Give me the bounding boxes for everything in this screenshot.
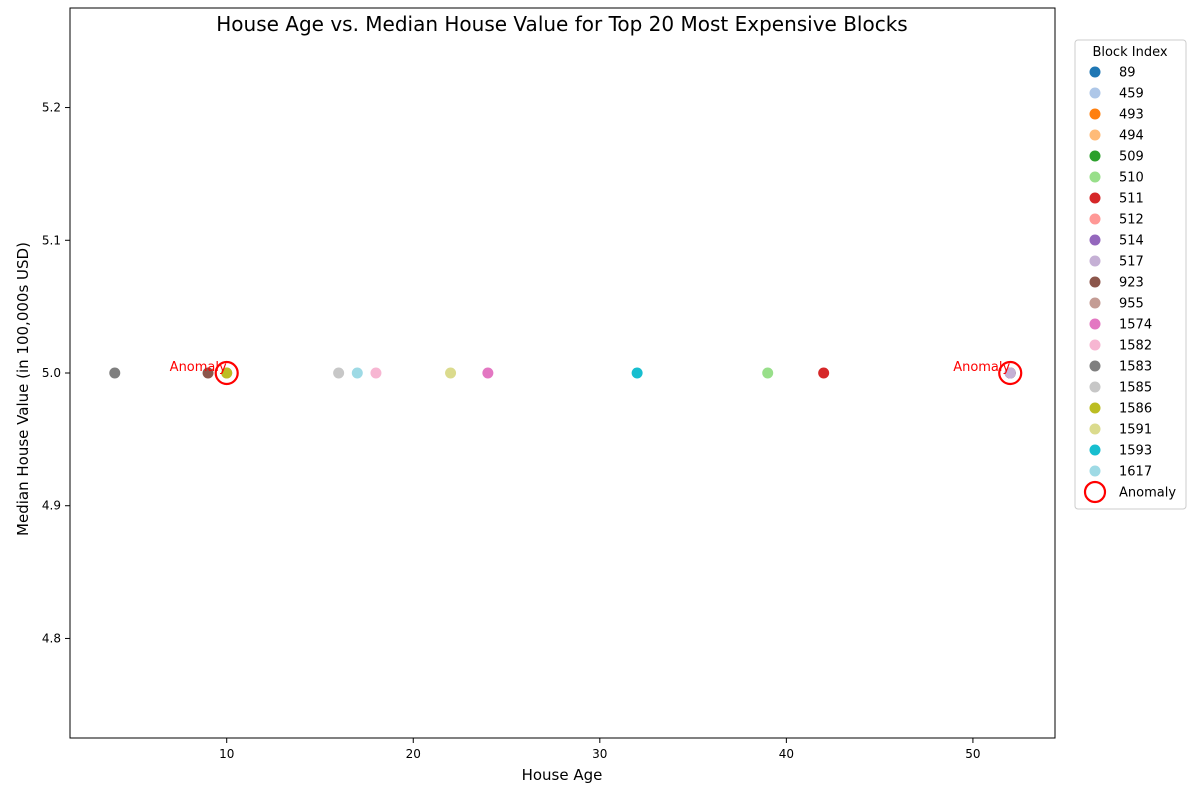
legend-marker (1089, 150, 1101, 162)
legend-marker (1089, 234, 1101, 246)
legend-label: 511 (1119, 192, 1144, 207)
data-point-block-1574 (482, 367, 494, 379)
legend-marker (1089, 423, 1101, 435)
data-point-block-517 (1004, 367, 1016, 379)
legend-label: 510 (1119, 171, 1144, 186)
chart-title: House Age vs. Median House Value for Top… (216, 12, 907, 36)
legend-label: 1617 (1119, 465, 1152, 480)
y-tick-label: 4.8 (42, 631, 61, 645)
y-tick-label: 5.1 (42, 233, 61, 247)
data-point-block-1582 (370, 367, 382, 379)
legend-label: 512 (1119, 213, 1144, 228)
legend-marker (1089, 339, 1101, 351)
legend-box (1074, 39, 1187, 510)
legend-label: 514 (1119, 234, 1144, 249)
legend-label: 1582 (1119, 339, 1152, 354)
x-tick-label: 50 (965, 747, 980, 761)
legend-label: 517 (1119, 255, 1144, 270)
legend-marker (1089, 402, 1101, 414)
legend-marker (1089, 318, 1101, 330)
legend-title: Block Index (1092, 45, 1167, 60)
legend-marker (1089, 192, 1101, 204)
data-point-block-1593 (631, 367, 643, 379)
anomaly-marker (214, 360, 239, 386)
anomaly-marker (998, 360, 1023, 386)
legend-label: 494 (1119, 129, 1144, 144)
legend-marker (1089, 108, 1101, 120)
legend-marker (1089, 360, 1101, 372)
legend-label-anomaly: Anomaly (1119, 486, 1176, 501)
data-point-block-511 (818, 367, 830, 379)
legend-marker (1089, 297, 1101, 309)
legend-marker (1089, 129, 1101, 141)
data-point-block-1585 (333, 367, 345, 379)
x-tick-label: 30 (592, 747, 607, 761)
legend-label: 493 (1119, 108, 1144, 123)
legend-label: 923 (1119, 276, 1144, 291)
legend-marker (1089, 444, 1101, 456)
legend-label: 459 (1119, 87, 1144, 102)
data-point-block-1617 (351, 367, 363, 379)
plot-axes: 10 20 30 40 50 4.8 4.9 5.0 5.1 5.2 (42, 101, 981, 761)
x-tick-label: 20 (406, 747, 421, 761)
legend-label: 1593 (1119, 444, 1152, 459)
legend-marker (1089, 381, 1101, 393)
x-axis-label: House Age (522, 766, 603, 784)
legend-label: 955 (1119, 297, 1144, 312)
anomaly-annotation: Anomaly (953, 360, 1010, 375)
x-tick-label: 40 (779, 747, 794, 761)
data-point-block-1591 (445, 367, 457, 379)
data-points (109, 367, 1016, 379)
legend: Block Index 89 459 493 494 509 510 511 512 514 517… (1074, 39, 1187, 510)
legend-label: 1574 (1119, 318, 1152, 333)
data-point-block-510 (762, 367, 774, 379)
legend-marker (1089, 66, 1101, 78)
legend-marker (1089, 255, 1101, 267)
y-axis-label: Median House Value (in 100,000s USD) (14, 242, 32, 536)
legend-label: 1586 (1119, 402, 1152, 417)
legend-marker (1089, 213, 1101, 225)
plot-frame (69, 7, 1056, 739)
legend-label: 1585 (1119, 381, 1152, 396)
legend-marker (1089, 276, 1101, 288)
legend-marker-anomaly (1083, 480, 1107, 504)
y-tick-label: 4.9 (42, 499, 61, 513)
data-point-block-1583 (109, 367, 121, 379)
y-tick-label: 5.2 (42, 101, 61, 115)
legend-label: 89 (1119, 66, 1136, 81)
data-point-block-1586 (221, 367, 233, 379)
anomaly-annotation: Anomaly (170, 360, 227, 375)
data-point-block-923 (202, 367, 214, 379)
legend-label: 1583 (1119, 360, 1152, 375)
legend-marker (1089, 87, 1101, 99)
legend-marker (1089, 465, 1101, 477)
legend-marker (1089, 171, 1101, 183)
x-tick-label: 10 (219, 747, 234, 761)
legend-label: 1591 (1119, 423, 1152, 438)
y-tick-label: 5.0 (42, 366, 61, 380)
anomaly-markers: Anomaly Anomaly (170, 360, 1023, 386)
legend-label: 509 (1119, 150, 1144, 165)
